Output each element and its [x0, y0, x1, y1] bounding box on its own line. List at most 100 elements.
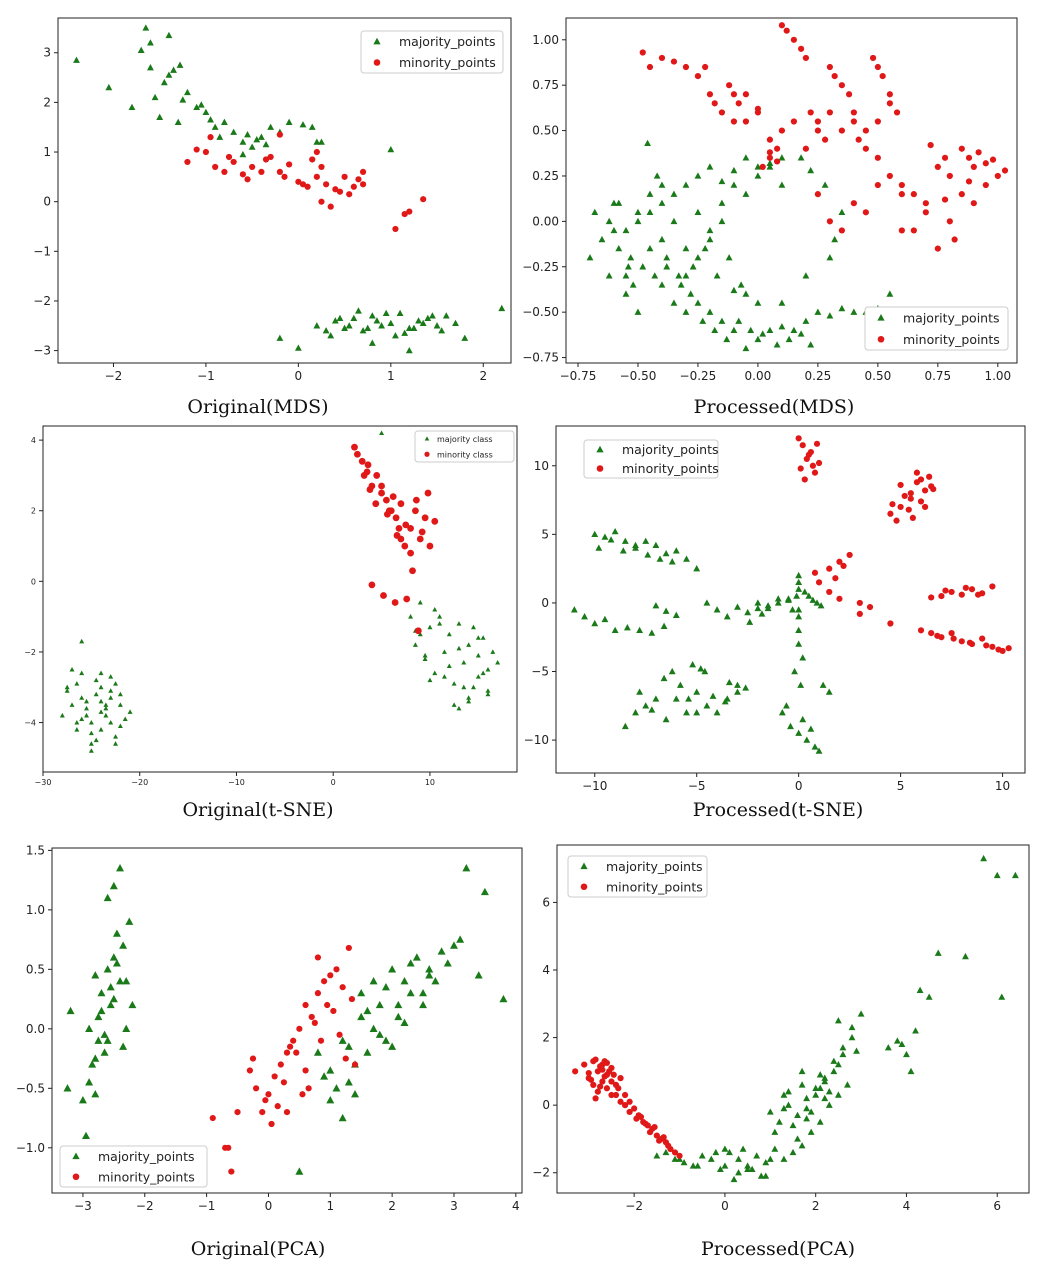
data-point [934, 632, 941, 639]
data-point [302, 1067, 309, 1074]
data-point [590, 1081, 597, 1088]
data-point [802, 145, 809, 152]
data-point [79, 716, 85, 721]
data-point [975, 591, 982, 598]
data-point [778, 127, 786, 134]
y-tick-label: −1 [33, 244, 51, 258]
data-point [619, 547, 627, 554]
data-point [874, 181, 881, 189]
data-point [798, 1067, 806, 1075]
data-point [388, 965, 397, 973]
data-point [636, 688, 644, 695]
data-point [351, 1090, 360, 1098]
legend-marker [72, 1152, 80, 1160]
x-tick-label: −2 [136, 1199, 154, 1213]
data-point [336, 1031, 343, 1038]
series-majority-points [570, 528, 833, 754]
data-point [759, 163, 766, 170]
data-point [299, 1091, 306, 1098]
data-point [621, 537, 629, 544]
data-point [258, 168, 265, 175]
data-point [913, 479, 921, 486]
data-point [744, 1165, 752, 1173]
data-point [656, 555, 664, 562]
data-point [295, 178, 302, 185]
data-point [893, 1037, 901, 1044]
data-point [350, 183, 357, 190]
series-majority-points [63, 864, 508, 1175]
data-point [771, 1128, 779, 1135]
data-point [797, 465, 804, 472]
data-point [689, 661, 697, 668]
data-point [826, 254, 834, 261]
data-point [744, 1162, 752, 1169]
data-point [283, 1049, 291, 1056]
data-point [718, 317, 726, 324]
data-point [886, 290, 894, 297]
data-point [252, 1085, 260, 1092]
data-point [862, 209, 869, 216]
data-point [676, 681, 684, 688]
legend-label: majority_points [903, 310, 1000, 325]
data-point [391, 599, 399, 606]
data-point [176, 61, 184, 68]
data-point [644, 551, 652, 558]
data-point [812, 1091, 820, 1098]
data-point [69, 702, 75, 707]
x-tick-label: 0.00 [745, 369, 772, 383]
data-point [103, 965, 112, 973]
data-point [623, 624, 631, 631]
data-point [730, 181, 738, 188]
data-point [721, 1162, 729, 1169]
x-tick-label: 0.25 [805, 369, 832, 383]
data-point [603, 1059, 611, 1067]
data-point [672, 611, 680, 618]
data-point [184, 158, 191, 166]
data-point [98, 698, 104, 704]
data-point [327, 203, 334, 210]
data-point [775, 1118, 783, 1125]
data-point [759, 330, 767, 337]
data-point [276, 168, 283, 175]
data-point [401, 210, 408, 218]
data-point [438, 327, 446, 334]
data-point [831, 235, 839, 243]
data-point [221, 168, 228, 175]
data-point [451, 681, 457, 686]
legend-label: minority_points [399, 55, 496, 70]
data-point [363, 1048, 372, 1056]
data-point [836, 558, 843, 565]
data-point [801, 588, 809, 595]
data-point [656, 1137, 663, 1144]
x-tick-label: 10 [995, 779, 1010, 793]
data-point [74, 727, 80, 732]
data-point [381, 1036, 390, 1044]
x-tick-label: 0 [331, 778, 336, 787]
data-point [79, 638, 85, 644]
data-point [689, 263, 697, 270]
data-point [314, 990, 322, 997]
data-point [789, 606, 796, 613]
data-point [220, 118, 228, 125]
data-point [646, 63, 654, 71]
data-point [358, 457, 366, 465]
data-point [437, 621, 443, 626]
data-point [742, 684, 750, 691]
data-point [962, 584, 969, 591]
data-point [437, 614, 443, 619]
data-point [281, 173, 288, 180]
data-point [716, 1165, 724, 1173]
data-point [866, 603, 874, 611]
data-point [317, 1037, 325, 1044]
y-tick-label: 0 [31, 577, 36, 586]
series-minority-class [351, 443, 439, 635]
data-point [308, 1013, 315, 1021]
data-point [813, 599, 821, 606]
y-tick-label: 1 [43, 145, 51, 159]
data-point [1011, 871, 1019, 879]
data-point [322, 327, 330, 334]
data-point [850, 200, 857, 207]
data-point [244, 176, 251, 183]
data-point [826, 218, 833, 225]
data-point [742, 118, 750, 125]
